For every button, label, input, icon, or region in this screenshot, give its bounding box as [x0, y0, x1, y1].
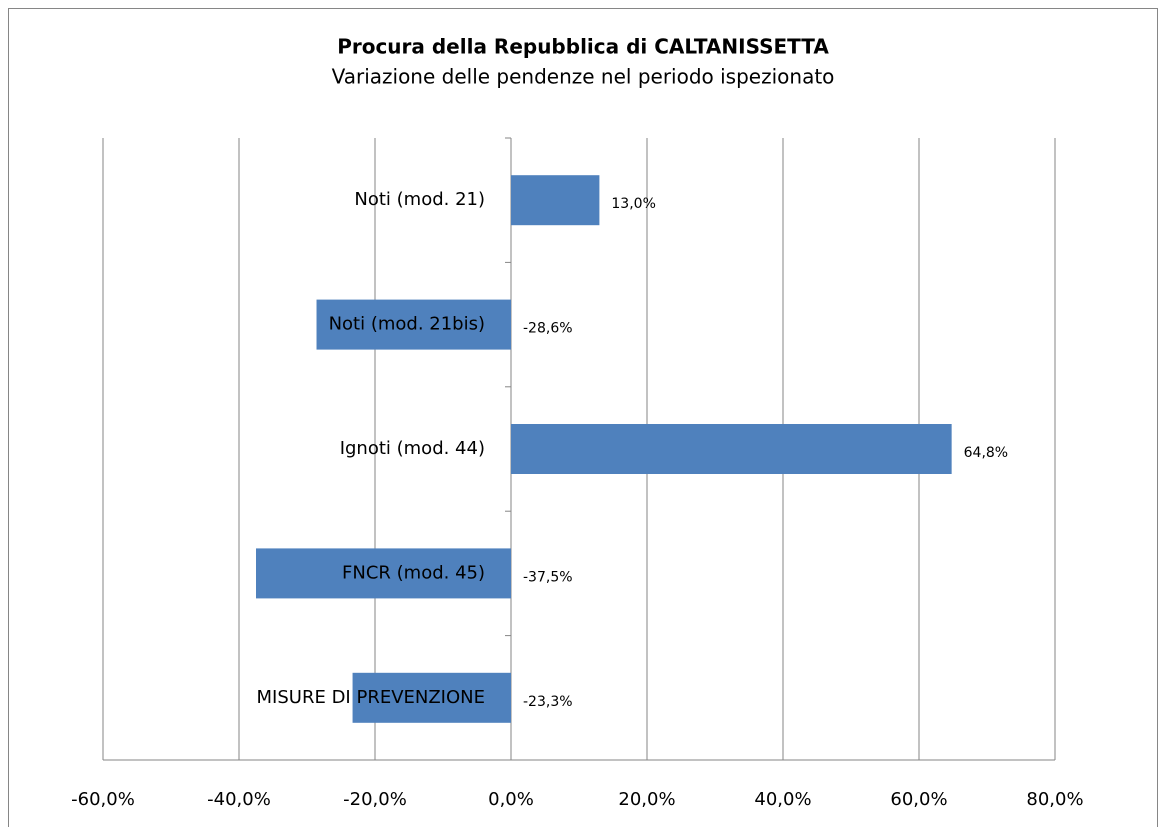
bar: [511, 424, 952, 474]
x-tick-label: 0,0%: [488, 789, 534, 810]
bar: [511, 175, 600, 226]
bar: [256, 548, 511, 599]
data-label: 13,0%: [611, 196, 655, 212]
data-label: 64,8%: [964, 445, 1008, 461]
x-tick-label: -60,0%: [71, 789, 135, 810]
category-label: Ignoti (mod. 44): [340, 438, 485, 459]
chart-subtitle: Variazione delle pendenze nel periodo is…: [332, 65, 835, 89]
chart-border: [8, 8, 1158, 827]
data-label: -28,6%: [523, 321, 573, 337]
x-tick-label: -40,0%: [207, 789, 271, 810]
data-label: -37,5%: [523, 569, 573, 585]
x-tick-label: 20,0%: [618, 789, 675, 810]
chart-title: Procura della Repubblica di CALTANISSETT…: [337, 35, 829, 59]
category-label: Noti (mod. 21bis): [329, 314, 485, 335]
x-tick-label: 60,0%: [890, 789, 947, 810]
bar: [352, 672, 511, 723]
x-tick-label: 40,0%: [754, 789, 811, 810]
data-label: -23,3%: [523, 694, 573, 710]
x-tick-label: -20,0%: [343, 789, 407, 810]
category-label: FNCR (mod. 45): [342, 562, 485, 583]
category-label: MISURE DI PREVENZIONE: [257, 687, 485, 708]
bar: [316, 299, 511, 350]
x-tick-label: 80,0%: [1026, 789, 1083, 810]
category-label: Noti (mod. 21): [354, 189, 485, 210]
